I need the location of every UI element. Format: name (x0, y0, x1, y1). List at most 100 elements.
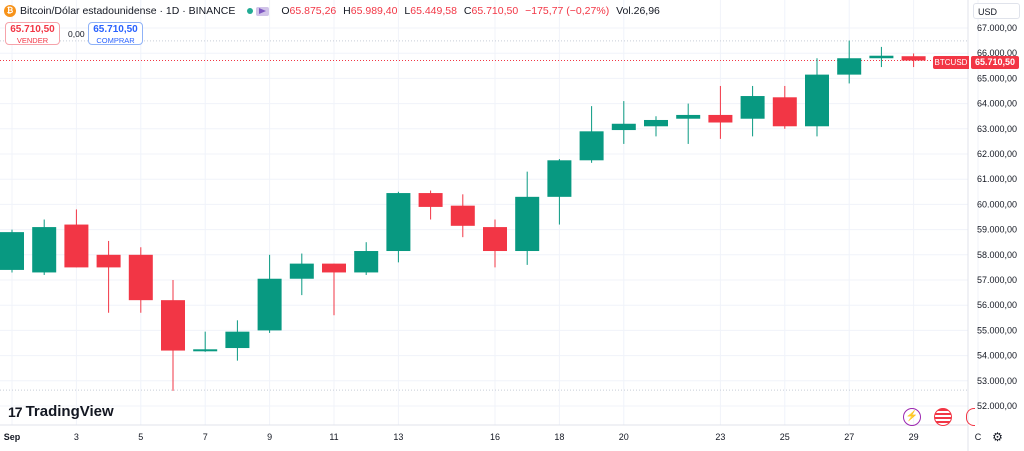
candle-body (515, 196, 540, 252)
candle[interactable] (547, 159, 572, 225)
x-tick-label: Sep (4, 432, 21, 442)
candle-body (289, 263, 314, 279)
candle-body (257, 278, 282, 331)
symbol-title[interactable]: Bitcoin/Dólar estadounidense · 1D · BINA… (20, 5, 236, 17)
y-tick-label: 62.000,00 (977, 149, 1017, 159)
candle[interactable] (225, 320, 250, 361)
candle[interactable] (483, 219, 507, 268)
candle[interactable] (676, 103, 701, 144)
gear-icon[interactable]: ⚙ (992, 430, 1003, 444)
lightning-icon[interactable]: ⚡ (903, 408, 921, 426)
candle[interactable] (386, 191, 411, 263)
spread-value: 0,00 (68, 29, 85, 39)
market-status-dot (247, 8, 254, 14)
candle[interactable] (837, 40, 862, 84)
y-tick-label: 66.000,00 (977, 48, 1017, 58)
candle-body (772, 97, 797, 127)
flag-icon[interactable] (256, 6, 270, 16)
y-tick-label: 58.000,00 (977, 250, 1017, 260)
y-tick-label: 64.000,00 (977, 99, 1017, 109)
candle[interactable] (0, 229, 24, 273)
candle-body (805, 74, 829, 127)
x-tick-label: 16 (490, 432, 500, 442)
open-value: 65.875,26 (289, 5, 337, 17)
candle-body (579, 131, 604, 161)
candle[interactable] (772, 85, 797, 129)
candle[interactable] (32, 219, 57, 275)
candle[interactable] (289, 253, 314, 296)
x-tick-label: 27 (844, 432, 854, 442)
high-label: H (343, 5, 351, 17)
candle[interactable] (740, 85, 765, 137)
low-value: 65.449,58 (410, 5, 457, 17)
low-label: L (404, 5, 411, 17)
candle[interactable] (322, 263, 346, 316)
x-tick-label: C (975, 432, 982, 442)
candle-body (193, 349, 218, 352)
candle-body (32, 227, 57, 273)
candle[interactable] (515, 171, 540, 265)
candle[interactable] (450, 194, 475, 238)
price-axis: 52.000,00 53.000,00 54.000,00 55.000,00 56.0… (977, 23, 1017, 411)
candle[interactable] (611, 101, 636, 144)
candle[interactable] (579, 106, 604, 163)
price-tag-value: 65.710,50 (971, 56, 1019, 69)
candle[interactable] (644, 116, 668, 137)
volume-value: Vol.26,96 (616, 5, 660, 17)
candle[interactable] (161, 280, 185, 391)
candle-body (740, 96, 765, 119)
y-tick-label: 56.000,00 (977, 300, 1017, 310)
candle-body (0, 232, 24, 270)
candle[interactable] (64, 209, 89, 268)
candle[interactable] (96, 240, 121, 313)
open-label: O (281, 5, 290, 17)
candle-body (708, 114, 733, 123)
candle[interactable] (869, 46, 894, 68)
y-tick-label: 54.000,00 (977, 351, 1017, 361)
x-tick-label: 18 (554, 432, 564, 442)
candle-body (354, 251, 379, 273)
tradingview-logo[interactable]: 17 TradingView (8, 403, 114, 420)
high-value: 65.989,40 (350, 5, 398, 17)
candle[interactable] (418, 190, 443, 220)
candle[interactable] (354, 242, 379, 275)
candle[interactable] (805, 58, 829, 137)
buy-label: COMPRAR (96, 36, 135, 45)
us-flag-partial-icon[interactable] (966, 408, 975, 426)
us-flag-icon[interactable] (934, 408, 952, 426)
x-tick-label: 3 (74, 432, 79, 442)
candle[interactable] (257, 254, 282, 333)
candle-body (483, 227, 507, 252)
candle[interactable] (128, 247, 153, 313)
sell-price: 65.710,50 (10, 24, 55, 35)
sell-label: VENDER (16, 36, 49, 45)
y-tick-label: 63.000,00 (977, 124, 1017, 134)
x-tick-label: 13 (393, 432, 403, 442)
currency-select[interactable]: USD (973, 3, 1020, 19)
x-tick-label: 29 (909, 432, 919, 442)
y-tick-label: 67.000,00 (977, 23, 1017, 33)
candle[interactable] (193, 331, 218, 352)
y-tick-label: 59.000,00 (977, 225, 1017, 235)
x-tick-label: 11 (329, 432, 338, 442)
sell-button[interactable]: 65.710,50 VENDER (5, 22, 60, 45)
candle-body (161, 300, 185, 351)
x-tick-label: 5 (138, 432, 143, 442)
candle[interactable] (708, 85, 733, 139)
candle-body (96, 254, 121, 268)
y-tick-label: 57.000,00 (977, 275, 1017, 285)
ohlc-values: O65.875,26 H65.989,40 L65.449,58 C65.710… (281, 5, 660, 17)
price-tag-symbol: BTCUSD (933, 56, 969, 69)
x-tick-label: 25 (780, 432, 790, 442)
time-axis: Sep 3 5 7 9 11 13 16 18 20 23 25 27 29 C (4, 432, 982, 442)
candle-body (676, 114, 701, 119)
candle-body (644, 119, 668, 127)
candle[interactable] (901, 53, 926, 68)
buy-button[interactable]: 65.710,50 COMPRAR (88, 22, 143, 45)
x-tick-label: 9 (267, 432, 272, 442)
y-tick-label: 60.000,00 (977, 199, 1017, 209)
candle-body (450, 205, 475, 226)
y-tick-label: 65.000,00 (977, 73, 1017, 83)
candle-body (64, 224, 89, 268)
